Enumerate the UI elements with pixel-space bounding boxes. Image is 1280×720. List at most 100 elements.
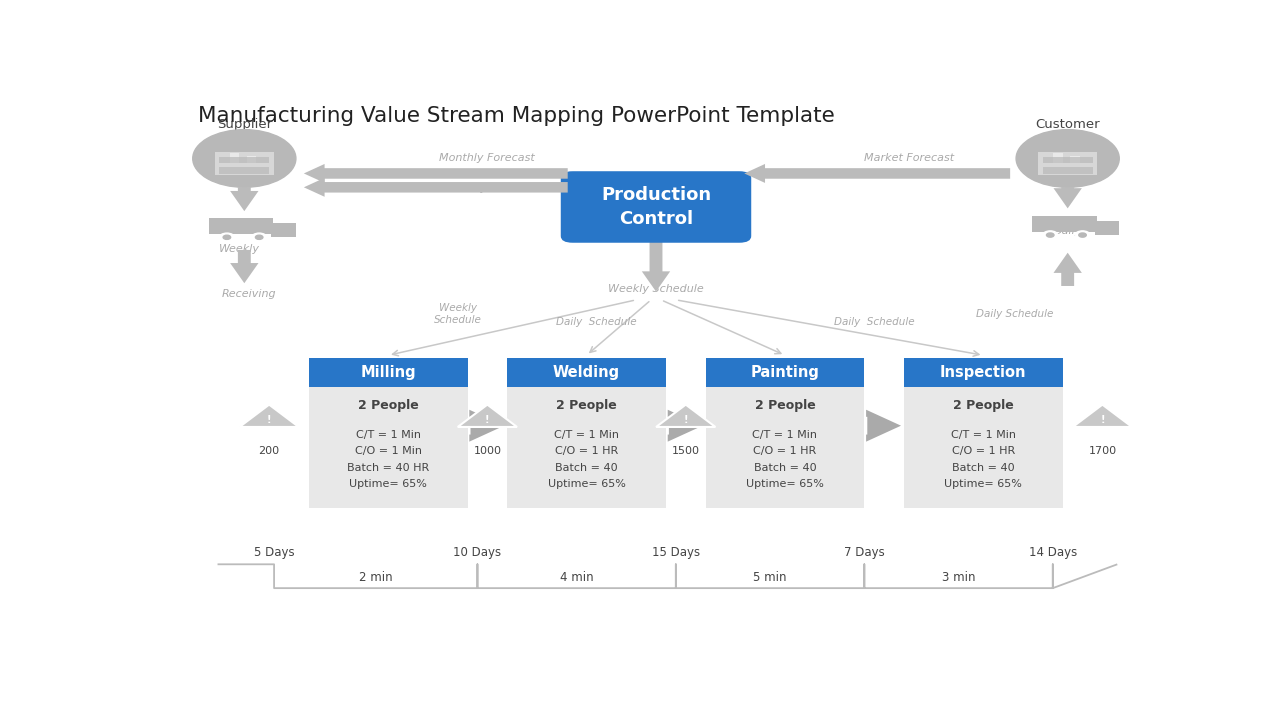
Polygon shape bbox=[1053, 253, 1082, 286]
Text: Weekly: Weekly bbox=[219, 244, 260, 254]
Polygon shape bbox=[458, 405, 517, 427]
Polygon shape bbox=[668, 410, 703, 441]
Text: Painting: Painting bbox=[750, 365, 819, 380]
Text: Daily  Schedule: Daily Schedule bbox=[557, 317, 636, 327]
Text: C/T = 1 Min: C/T = 1 Min bbox=[951, 430, 1016, 440]
Polygon shape bbox=[867, 410, 901, 441]
Bar bbox=[1043, 167, 1093, 174]
Text: !: ! bbox=[266, 415, 271, 425]
Polygon shape bbox=[230, 187, 259, 211]
Text: 14 Days: 14 Days bbox=[1029, 546, 1076, 559]
FancyBboxPatch shape bbox=[561, 171, 751, 243]
Bar bbox=[1043, 157, 1093, 163]
Circle shape bbox=[1079, 233, 1087, 237]
Circle shape bbox=[1016, 130, 1119, 187]
Text: !: ! bbox=[1100, 415, 1105, 425]
Polygon shape bbox=[303, 164, 568, 183]
Text: C/T = 1 Min: C/T = 1 Min bbox=[356, 430, 421, 440]
Text: 15 Days: 15 Days bbox=[652, 546, 700, 559]
Text: Daily  Schedule: Daily Schedule bbox=[835, 317, 914, 327]
Circle shape bbox=[256, 235, 262, 239]
Text: !: ! bbox=[684, 415, 689, 425]
Text: 1500: 1500 bbox=[672, 446, 700, 456]
Bar bbox=[1053, 153, 1062, 163]
Text: Batch = 40 HR: Batch = 40 HR bbox=[347, 463, 429, 473]
Text: C/O = 1 Min: C/O = 1 Min bbox=[355, 446, 421, 456]
FancyBboxPatch shape bbox=[904, 358, 1062, 387]
Text: Uptime= 65%: Uptime= 65% bbox=[349, 480, 428, 490]
Text: C/T = 1 Min: C/T = 1 Min bbox=[753, 430, 818, 440]
Circle shape bbox=[219, 233, 234, 241]
Polygon shape bbox=[1053, 187, 1082, 208]
Polygon shape bbox=[1073, 405, 1132, 427]
Polygon shape bbox=[744, 164, 1010, 183]
FancyBboxPatch shape bbox=[705, 387, 864, 508]
Polygon shape bbox=[230, 250, 259, 283]
Text: 1700: 1700 bbox=[1088, 446, 1116, 456]
FancyBboxPatch shape bbox=[308, 387, 467, 508]
Text: Inspection: Inspection bbox=[940, 365, 1027, 380]
Bar bbox=[209, 217, 274, 235]
Text: C/T = 1 Min: C/T = 1 Min bbox=[554, 430, 620, 440]
Polygon shape bbox=[239, 405, 298, 427]
Text: 4 min: 4 min bbox=[559, 571, 594, 584]
Circle shape bbox=[223, 235, 230, 239]
Text: C/O = 1 HR: C/O = 1 HR bbox=[556, 446, 618, 456]
Text: 2 People: 2 People bbox=[954, 399, 1014, 412]
Text: 10 Days: 10 Days bbox=[453, 546, 502, 559]
Text: Uptime= 65%: Uptime= 65% bbox=[746, 480, 824, 490]
Text: !: ! bbox=[485, 415, 490, 425]
Polygon shape bbox=[470, 410, 504, 441]
FancyBboxPatch shape bbox=[507, 387, 666, 508]
Text: Uptime= 65%: Uptime= 65% bbox=[945, 480, 1023, 490]
Bar bbox=[219, 157, 269, 163]
Text: Weekly
Schedule: Weekly Schedule bbox=[434, 303, 481, 325]
Text: Manufacturing Value Stream Mapping PowerPoint Template: Manufacturing Value Stream Mapping Power… bbox=[197, 106, 835, 126]
Bar bbox=[271, 222, 296, 238]
Text: C/O = 1 HR: C/O = 1 HR bbox=[952, 446, 1015, 456]
FancyBboxPatch shape bbox=[705, 358, 864, 387]
Bar bbox=[230, 153, 239, 163]
Text: Weekly Schedule: Weekly Schedule bbox=[608, 284, 704, 294]
Circle shape bbox=[1075, 231, 1091, 239]
Text: Production
Control: Production Control bbox=[600, 186, 712, 228]
Text: Batch = 40: Batch = 40 bbox=[556, 463, 618, 473]
Bar bbox=[219, 167, 269, 174]
FancyBboxPatch shape bbox=[308, 358, 467, 387]
Text: 2 People: 2 People bbox=[755, 399, 815, 412]
Bar bbox=[1070, 156, 1079, 163]
Text: Supplier: Supplier bbox=[216, 118, 271, 131]
FancyBboxPatch shape bbox=[507, 358, 666, 387]
Bar bbox=[1094, 220, 1119, 235]
Text: Welding: Welding bbox=[553, 365, 620, 380]
Circle shape bbox=[1047, 233, 1053, 237]
FancyBboxPatch shape bbox=[904, 387, 1062, 508]
Circle shape bbox=[252, 233, 266, 241]
Text: 2 People: 2 People bbox=[557, 399, 617, 412]
Text: Milling: Milling bbox=[361, 365, 416, 380]
Text: Market Forecast: Market Forecast bbox=[864, 153, 954, 163]
Text: 5 Days: 5 Days bbox=[253, 546, 294, 559]
Text: 5 min: 5 min bbox=[754, 571, 787, 584]
Text: Batch = 40: Batch = 40 bbox=[754, 463, 817, 473]
Text: Batch = 40: Batch = 40 bbox=[952, 463, 1015, 473]
Text: Monthly Forecast: Monthly Forecast bbox=[439, 153, 535, 163]
Bar bbox=[215, 151, 274, 175]
Text: 7 Days: 7 Days bbox=[844, 546, 884, 559]
Text: 2 People: 2 People bbox=[358, 399, 419, 412]
Text: Daily: Daily bbox=[1053, 226, 1082, 236]
Text: Uptime= 65%: Uptime= 65% bbox=[548, 480, 626, 490]
Text: 3 min: 3 min bbox=[942, 571, 975, 584]
Polygon shape bbox=[657, 405, 716, 427]
Polygon shape bbox=[641, 236, 671, 292]
Text: Weekly Orders: Weekly Orders bbox=[447, 183, 529, 193]
Text: Daily Schedule: Daily Schedule bbox=[977, 309, 1053, 319]
Circle shape bbox=[193, 130, 296, 187]
Circle shape bbox=[1043, 231, 1057, 239]
Text: 2 min: 2 min bbox=[360, 571, 393, 584]
Text: C/O = 1 HR: C/O = 1 HR bbox=[754, 446, 817, 456]
Text: 1000: 1000 bbox=[474, 446, 502, 456]
Text: Receiving: Receiving bbox=[221, 289, 276, 299]
Bar bbox=[1038, 151, 1097, 175]
Bar bbox=[247, 156, 256, 163]
